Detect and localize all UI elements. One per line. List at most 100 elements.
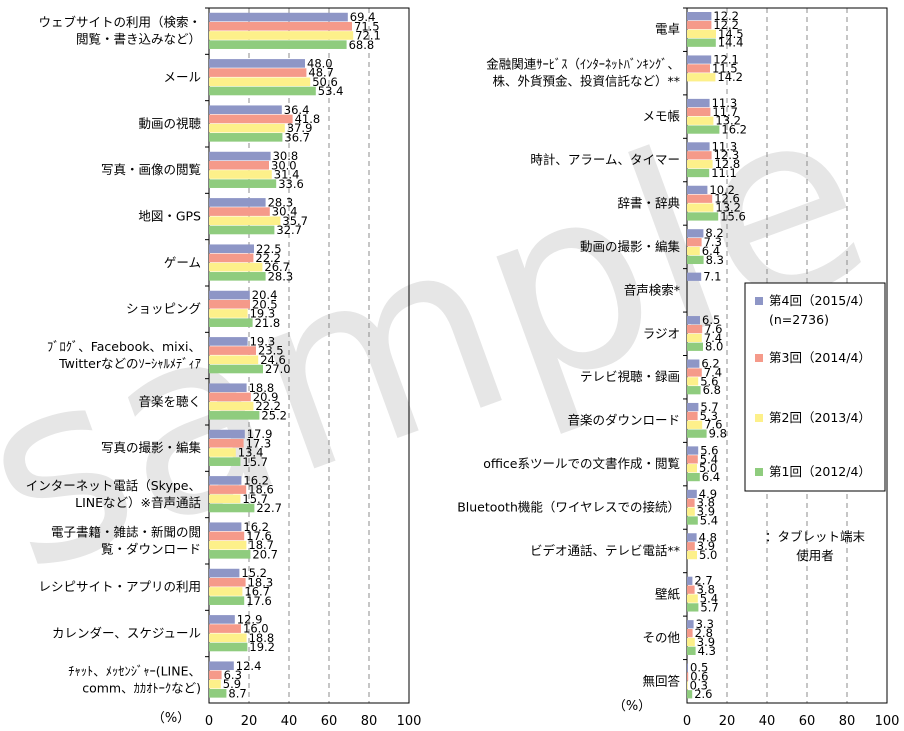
bar <box>209 624 241 633</box>
x-tick-label: 40 <box>759 714 776 729</box>
category-label: ﾁｬｯﾄ、ﾒｯｾﾝｼﾞｬｰ(LINE、 <box>68 663 201 678</box>
bar <box>687 272 702 281</box>
bar <box>687 690 693 699</box>
x-tick-label: 100 <box>875 714 900 729</box>
data-label: 14.4 <box>718 36 744 50</box>
category-label: ショッピング <box>126 301 201 316</box>
bar <box>209 457 241 466</box>
bar <box>687 73 716 82</box>
bar <box>687 386 701 395</box>
bar <box>209 290 250 300</box>
data-label: 11.3 <box>712 139 738 153</box>
data-label: 24.6 <box>260 353 286 367</box>
bar <box>209 476 242 485</box>
category-label: レシピサイト・アプリの利用 <box>38 579 201 594</box>
category-label: 写真・画像の閲覧 <box>101 162 201 177</box>
data-label: 14.2 <box>717 70 743 84</box>
data-label: 26.7 <box>264 260 290 274</box>
data-label: 12.6 <box>714 192 740 206</box>
data-label: 32.7 <box>276 223 302 237</box>
bar <box>687 455 698 464</box>
unit-label: （%） <box>152 711 190 726</box>
bar <box>209 160 269 170</box>
category-label: テレビ視聴・録画 <box>580 369 680 384</box>
x-tick-label: 0 <box>683 714 691 729</box>
bar <box>687 402 699 412</box>
bar <box>687 377 699 386</box>
category-label: comm、ｶｶｵﾄｰｸなど) <box>82 680 201 695</box>
data-label: 18.7 <box>248 538 274 552</box>
data-label: 12.3 <box>714 148 740 162</box>
data-label: 8.2 <box>705 226 723 240</box>
bar <box>209 299 250 309</box>
data-label: 13.2 <box>715 114 741 128</box>
category-label: 株、外貨預金、投資信託など）** <box>492 74 680 89</box>
bar <box>209 577 246 587</box>
category-label: ウェブサイトの利用（検索・ <box>38 15 201 30</box>
bar <box>209 522 242 532</box>
data-label: 20.7 <box>252 547 278 561</box>
bar <box>209 262 263 272</box>
data-label: 11.1 <box>711 166 737 180</box>
bar <box>687 489 697 499</box>
data-label: 20.4 <box>252 288 278 302</box>
bar <box>687 663 688 672</box>
data-label: 16.2 <box>243 520 269 534</box>
data-label: 36.4 <box>284 103 310 117</box>
data-label: 6.4 <box>702 244 720 258</box>
category-label: カレンダー、スケジュール <box>52 626 201 641</box>
legend-swatch <box>755 354 763 362</box>
legend: 第4回（2015/4） (n=2736) 第3回（2014/4） 第2回（2013/4… <box>744 282 886 492</box>
data-label: 14.5 <box>718 27 744 41</box>
data-label: 28.3 <box>268 196 294 210</box>
data-label: 53.4 <box>318 84 344 98</box>
data-label: 17.3 <box>246 436 272 450</box>
x-tick-label: 20 <box>719 714 736 729</box>
data-label: 2.8 <box>695 626 713 640</box>
data-label: 15.6 <box>720 209 746 223</box>
data-label: 22.2 <box>255 251 281 265</box>
data-label: 5.7 <box>700 400 718 414</box>
data-label: 25.2 <box>261 408 287 422</box>
data-label: 30.8 <box>273 149 299 163</box>
bar <box>687 12 712 21</box>
data-label: 12.8 <box>715 157 741 171</box>
data-label: 13.4 <box>238 446 264 460</box>
category-label: その他 <box>642 630 680 645</box>
bar <box>209 355 259 365</box>
data-label: 16.2 <box>243 474 269 488</box>
data-label: 3.8 <box>697 496 715 510</box>
bar <box>209 244 254 254</box>
bar <box>209 170 272 179</box>
bar <box>209 438 244 448</box>
category-label: 音声検索* <box>624 282 680 297</box>
data-label: 7.3 <box>704 235 722 249</box>
data-label: 12.1 <box>713 52 739 66</box>
bar <box>209 12 348 22</box>
bar <box>687 498 695 507</box>
data-label: 28.3 <box>268 269 294 283</box>
bar <box>209 494 241 504</box>
data-label: 18.3 <box>248 575 274 589</box>
data-label: 72.1 <box>355 29 381 43</box>
data-label: 41.8 <box>295 112 321 126</box>
data-label: 15.7 <box>242 492 268 506</box>
bar <box>687 585 695 594</box>
data-label: 18.8 <box>249 381 275 395</box>
bar <box>687 55 712 64</box>
bar <box>209 587 243 596</box>
category-label: 動画の視聴 <box>138 116 201 131</box>
data-label: 17.9 <box>247 427 273 441</box>
category-label: Bluetooth機能（ワイヤレスでの接続） <box>457 500 680 515</box>
bar <box>209 346 256 355</box>
category-label: ラジオ <box>643 326 680 341</box>
bar <box>687 533 697 542</box>
data-label: 7.1 <box>703 270 721 284</box>
category-label: ゲーム <box>164 255 201 270</box>
bar <box>209 550 251 559</box>
data-label: 3.8 <box>697 583 715 597</box>
data-label: 69.4 <box>350 10 376 24</box>
bar <box>209 207 270 216</box>
bar <box>209 179 277 188</box>
